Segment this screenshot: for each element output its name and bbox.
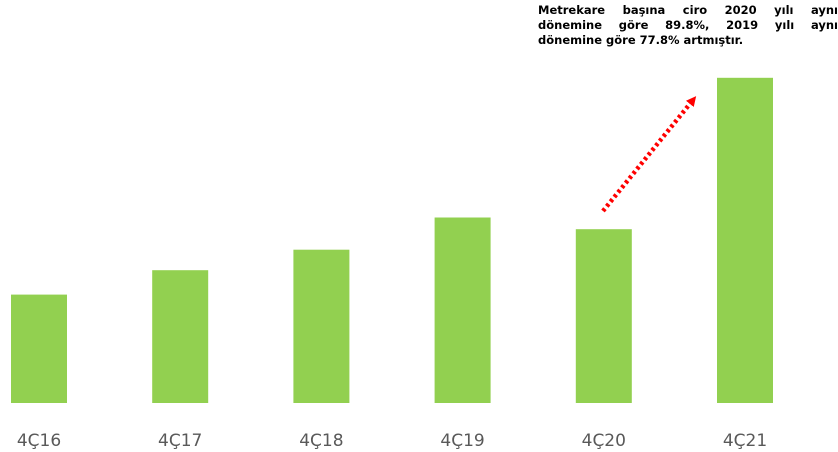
bar-4Ç17 xyxy=(152,270,209,403)
annotation-text: Metrekare başına ciro 2020 yılı aynı dön… xyxy=(538,3,838,47)
bar-4Ç20 xyxy=(575,229,632,403)
bar-4Ç16 xyxy=(11,294,67,403)
x-tick-label: 4Ç20 xyxy=(582,431,626,451)
bar-4Ç19 xyxy=(434,217,491,403)
x-tick-label: 4Ç19 xyxy=(440,431,484,451)
x-tick-label: 4Ç17 xyxy=(158,431,202,451)
trend-arrow xyxy=(601,96,697,213)
x-tick-label: 4Ç18 xyxy=(299,431,343,451)
bars-group xyxy=(11,77,773,404)
bar-4Ç18 xyxy=(293,249,350,403)
x-tick-label: 4Ç21 xyxy=(723,431,767,451)
x-tick-label: 4Ç16 xyxy=(17,431,61,451)
x-axis-labels: 4Ç16 4Ç17 4Ç18 4Ç19 4Ç20 4Ç21 xyxy=(17,431,767,451)
bar-4Ç21 xyxy=(717,77,773,404)
